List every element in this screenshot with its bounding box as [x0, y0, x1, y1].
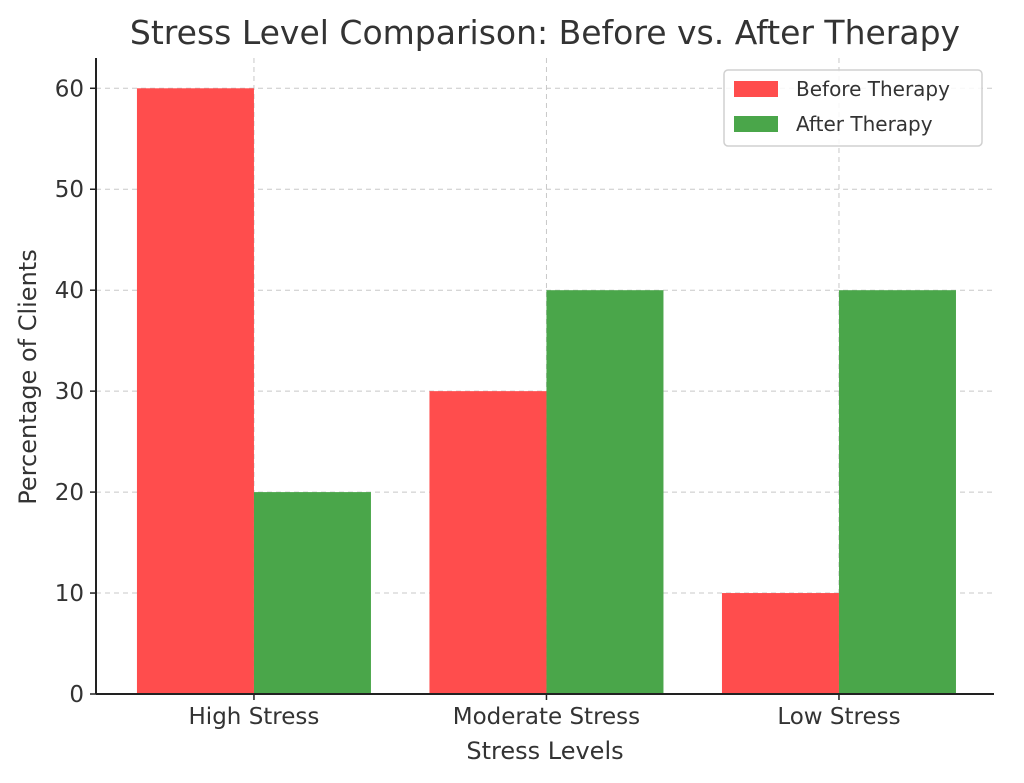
y-tick-label: 20	[55, 480, 84, 506]
bar-before-therapy	[136, 88, 254, 695]
x-axis-label: Stress Levels	[466, 737, 623, 765]
x-tick-label: Low Stress	[777, 704, 900, 730]
bar-after-therapy	[546, 290, 664, 694]
bars-layer	[136, 88, 956, 695]
legend-label: Before Therapy	[796, 77, 950, 101]
y-tick-label: 0	[69, 682, 84, 708]
x-tick-label: Moderate Stress	[453, 704, 640, 730]
y-tick-label: 50	[55, 177, 84, 203]
legend-label: After Therapy	[796, 112, 933, 136]
x-tick-label: High Stress	[189, 704, 320, 730]
legend-box	[723, 69, 983, 147]
legend-swatch	[734, 81, 778, 97]
y-tick-label: 40	[55, 278, 84, 304]
axes-layer	[95, 58, 994, 695]
bar-before-therapy	[721, 593, 839, 694]
bar-after-therapy	[838, 290, 956, 694]
chart-title: Stress Level Comparison: Before vs. Afte…	[130, 13, 960, 52]
ticks-layer: 0 10 20 30 40 50 60 High Stress Moderate Stress L…	[55, 76, 901, 730]
y-tick-label: 30	[55, 379, 84, 405]
bar-after-therapy	[253, 492, 371, 694]
y-axis-label: Percentage of Clients	[14, 249, 42, 504]
legend-swatch	[734, 116, 778, 132]
bar-before-therapy	[429, 391, 547, 694]
y-tick-label: 10	[55, 581, 84, 607]
legend: Before Therapy After Therapy	[723, 69, 983, 147]
y-tick-label: 60	[55, 76, 84, 102]
